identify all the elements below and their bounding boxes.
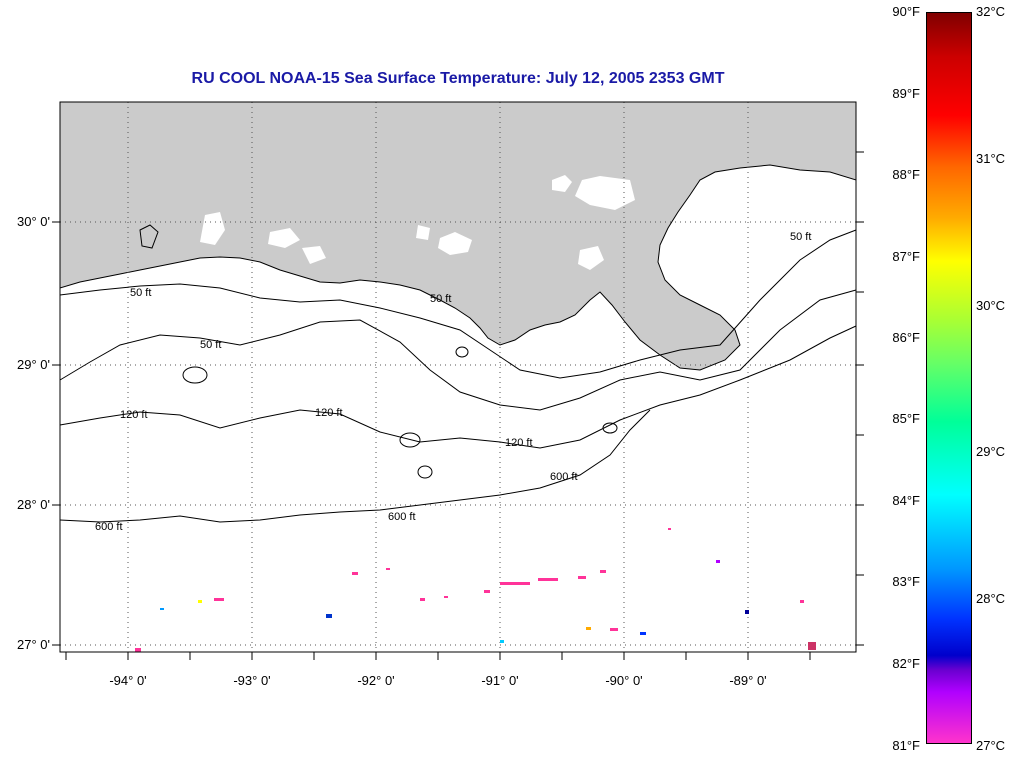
colorbar-f-label: 87°F (892, 249, 920, 264)
temperature-colorbar (926, 12, 972, 744)
colorbar-f-label: 83°F (892, 574, 920, 589)
map-title: RU COOL NOAA-15 Sea Surface Temperature:… (191, 70, 725, 87)
colorbar-c-label: 27°C (976, 738, 1006, 753)
colorbar-f-label: 81°F (892, 738, 920, 753)
lon-label: -91° 0' (481, 673, 519, 688)
contour-120ft (59, 325, 857, 449)
colorbar-c-label: 32°C (976, 4, 1006, 19)
contour-label-600: 600 ft (95, 521, 123, 533)
contour-label-50: 50 ft (130, 287, 151, 299)
bathymetry-contours (59, 229, 857, 523)
colorbar-c-label: 28°C (976, 591, 1006, 606)
lat-label: 27° 0' (17, 637, 50, 652)
lon-label: -93° 0' (233, 673, 271, 688)
colorbar-c-label: 31°C (976, 151, 1006, 166)
contour-label-50: 50 ft (200, 339, 221, 351)
colorbar-c-label: 29°C (976, 444, 1006, 459)
contour-label-600: 600 ft (388, 511, 416, 523)
coastal-islet (139, 224, 159, 249)
lon-label: -94° 0' (109, 673, 147, 688)
colorbar-f-label: 85°F (892, 411, 920, 426)
axis-ticks (52, 151, 864, 660)
colorbar-f-label: 84°F (892, 493, 920, 508)
lat-label: 29° 0' (17, 357, 50, 372)
contour-label-120: 120 ft (505, 437, 533, 449)
contour-label-120: 120 ft (120, 409, 148, 421)
lon-label: -90° 0' (605, 673, 643, 688)
sst-pixels (135, 528, 816, 652)
colorbar-c-label: 30°C (976, 298, 1006, 313)
lat-label: 28° 0' (17, 497, 50, 512)
contour-50ft (59, 229, 857, 379)
contour-labels: 50 ft 50 ft 50 ft 50 ft 120 ft 120 ft 12… (95, 231, 811, 533)
contour-label-600: 600 ft (550, 471, 578, 483)
colorbar-f-label: 90°F (892, 4, 920, 19)
lon-label: -89° 0' (729, 673, 767, 688)
colorbar-f-label: 89°F (892, 86, 920, 101)
contour-label-50: 50 ft (430, 293, 451, 305)
colorbar-f-label: 86°F (892, 330, 920, 345)
lon-label: -92° 0' (357, 673, 395, 688)
contour-600ft (59, 409, 651, 523)
lat-label: 30° 0' (17, 214, 50, 229)
contour-label-120: 120 ft (315, 407, 343, 419)
contour-label-50: 50 ft (790, 231, 811, 243)
contour-50ft-b (59, 289, 857, 411)
map-frame (59, 101, 857, 653)
colorbar-f-label: 82°F (892, 656, 920, 671)
inland-water (200, 175, 635, 270)
colorbar-f-label: 88°F (892, 167, 920, 182)
